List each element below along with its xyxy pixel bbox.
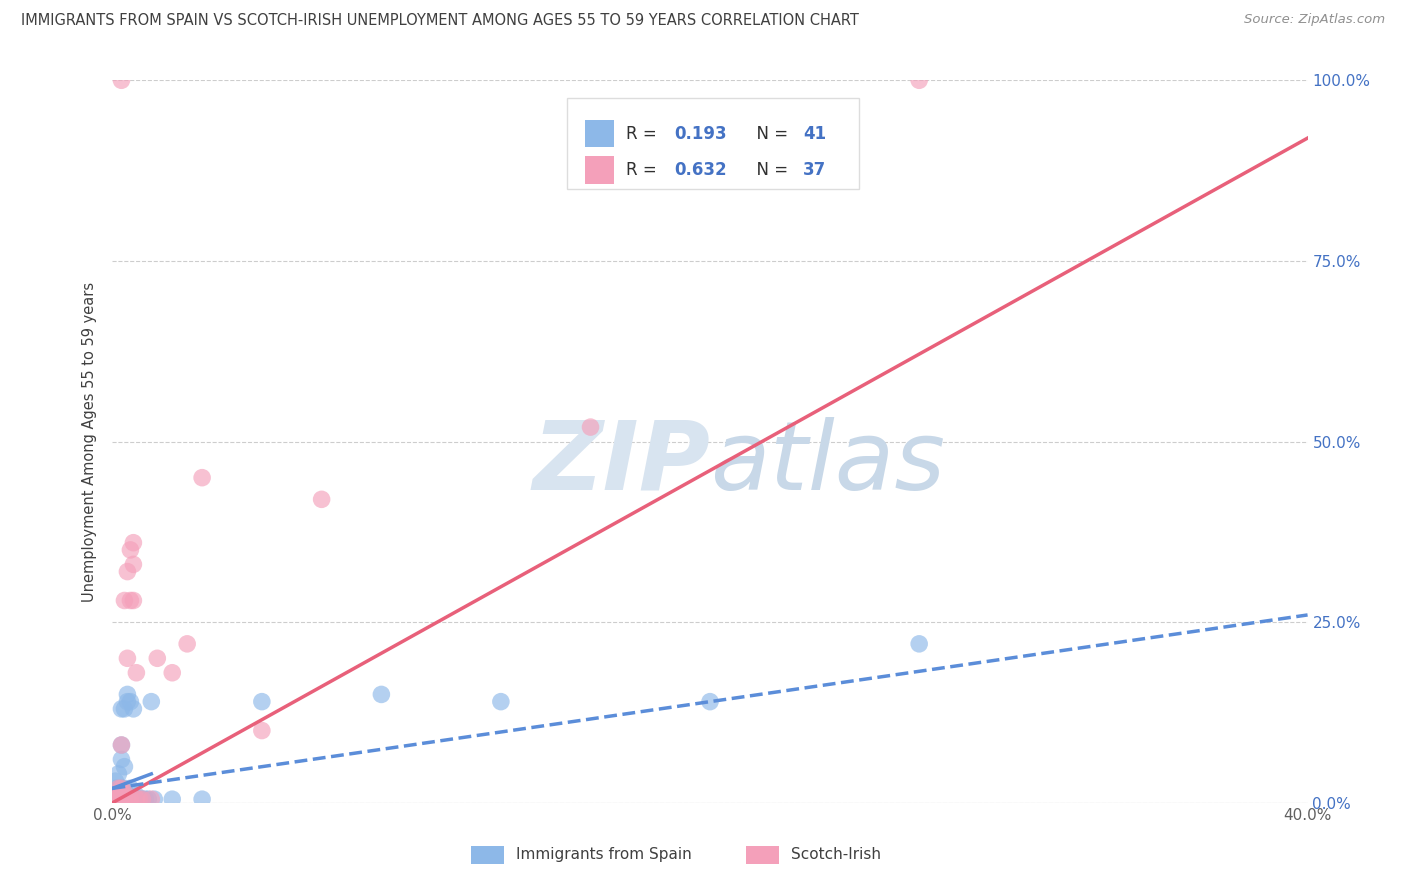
Text: 41: 41 xyxy=(803,125,827,143)
FancyBboxPatch shape xyxy=(585,156,614,184)
Point xyxy=(110,752,132,766)
Point xyxy=(176,637,198,651)
Point xyxy=(250,695,273,709)
Text: 0.632: 0.632 xyxy=(675,161,727,179)
Point xyxy=(120,792,142,806)
Text: N =: N = xyxy=(747,161,793,179)
Point xyxy=(107,781,129,796)
Point xyxy=(114,781,135,796)
Point xyxy=(114,785,135,799)
Point xyxy=(114,789,135,803)
Point xyxy=(125,792,148,806)
Point xyxy=(122,792,145,806)
Point xyxy=(134,792,156,806)
Point xyxy=(110,781,132,796)
Point xyxy=(107,781,129,796)
Point xyxy=(104,774,127,789)
Point xyxy=(107,785,129,799)
Point xyxy=(489,695,512,709)
Point xyxy=(162,665,183,680)
Point xyxy=(120,542,142,557)
FancyBboxPatch shape xyxy=(585,120,614,147)
Point xyxy=(117,695,139,709)
Text: Source: ZipAtlas.com: Source: ZipAtlas.com xyxy=(1244,13,1385,27)
Point xyxy=(122,702,145,716)
Text: ZIP: ZIP xyxy=(531,417,710,509)
FancyBboxPatch shape xyxy=(747,846,779,863)
Point xyxy=(120,695,142,709)
Point xyxy=(104,781,127,796)
Point xyxy=(117,789,139,803)
Point xyxy=(311,492,333,507)
FancyBboxPatch shape xyxy=(567,98,859,189)
Point xyxy=(110,702,132,716)
Point xyxy=(110,73,132,87)
Point xyxy=(141,695,163,709)
Point xyxy=(131,792,153,806)
Point xyxy=(122,535,145,549)
Y-axis label: Unemployment Among Ages 55 to 59 years: Unemployment Among Ages 55 to 59 years xyxy=(82,282,97,601)
Point xyxy=(120,593,142,607)
Point xyxy=(110,789,132,803)
Text: Immigrants from Spain: Immigrants from Spain xyxy=(516,847,692,863)
Point xyxy=(110,789,132,803)
Point xyxy=(131,792,153,806)
Text: N =: N = xyxy=(747,125,793,143)
Point xyxy=(908,637,931,651)
Point xyxy=(107,767,129,781)
Point xyxy=(122,558,145,572)
Point xyxy=(146,651,169,665)
Point xyxy=(138,792,160,806)
Point xyxy=(191,792,214,806)
Text: Scotch-Irish: Scotch-Irish xyxy=(792,847,882,863)
Point xyxy=(125,789,148,803)
Point xyxy=(110,792,132,806)
Point xyxy=(250,723,273,738)
Point xyxy=(141,792,163,806)
Point xyxy=(908,73,931,87)
Point xyxy=(107,792,129,806)
Point xyxy=(699,695,721,709)
Point xyxy=(114,792,135,806)
Text: R =: R = xyxy=(627,161,662,179)
Point xyxy=(120,781,142,796)
Point xyxy=(128,792,150,806)
Point xyxy=(117,792,139,806)
Text: atlas: atlas xyxy=(710,417,945,509)
Point xyxy=(579,420,602,434)
Point xyxy=(117,687,139,701)
Point xyxy=(370,687,392,701)
Point xyxy=(104,789,127,803)
Text: IMMIGRANTS FROM SPAIN VS SCOTCH-IRISH UNEMPLOYMENT AMONG AGES 55 TO 59 YEARS COR: IMMIGRANTS FROM SPAIN VS SCOTCH-IRISH UN… xyxy=(21,13,859,29)
Point xyxy=(114,789,135,803)
Point xyxy=(117,565,139,579)
Point xyxy=(117,651,139,665)
Text: 0.193: 0.193 xyxy=(675,125,727,143)
Point xyxy=(143,792,166,806)
Point xyxy=(114,760,135,774)
Point xyxy=(125,792,148,806)
Text: R =: R = xyxy=(627,125,662,143)
Point xyxy=(110,792,132,806)
Point xyxy=(110,738,132,752)
Point xyxy=(104,792,127,806)
Point xyxy=(114,593,135,607)
Point xyxy=(110,781,132,796)
FancyBboxPatch shape xyxy=(471,846,505,863)
Point xyxy=(114,702,135,716)
Point xyxy=(125,665,148,680)
Point xyxy=(128,792,150,806)
Point xyxy=(107,789,129,803)
Point xyxy=(104,789,127,803)
Point xyxy=(162,792,183,806)
Point xyxy=(191,470,214,484)
Text: 37: 37 xyxy=(803,161,827,179)
Point xyxy=(107,792,129,806)
Point xyxy=(107,789,129,803)
Point xyxy=(104,792,127,806)
Point xyxy=(110,738,132,752)
Point xyxy=(122,593,145,607)
Point xyxy=(110,785,132,799)
